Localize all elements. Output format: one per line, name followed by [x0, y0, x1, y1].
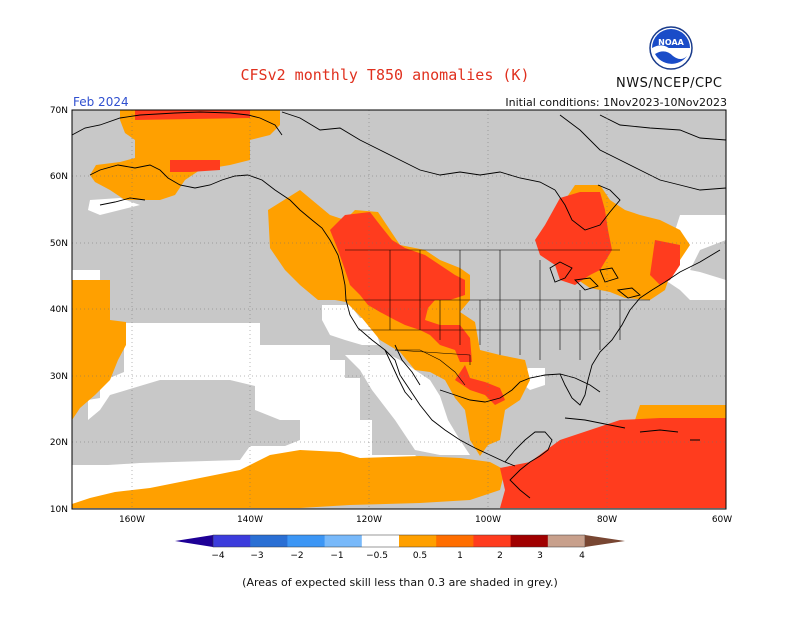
- lat-label: 30N: [50, 372, 68, 382]
- anomaly-map: 70N 60N 50N 40N 30N 20N 10N 160W 140W 12…: [50, 106, 732, 525]
- longitude-labels: 160W 140W 120W 100W 80W 60W: [119, 515, 732, 525]
- colorbar-cell: [213, 535, 251, 547]
- white-region-alaska: [88, 198, 140, 215]
- colorbar-cell: [361, 535, 400, 547]
- colorbar-left-arrow: [175, 535, 213, 547]
- lat-label: 20N: [50, 438, 68, 448]
- lon-label: 60W: [712, 515, 732, 525]
- colorbar-cell: [436, 535, 474, 547]
- noaa-logo: NOAA: [649, 26, 693, 70]
- valid-month: Feb 2024: [73, 95, 129, 109]
- colorbar-cell: [547, 535, 586, 547]
- red-region-great-lakes: [535, 192, 612, 285]
- colorbar-label: −3: [250, 551, 263, 561]
- colorbar-cells: [212, 534, 586, 548]
- red-region-west-us: [330, 212, 472, 362]
- lat-label: 50N: [50, 239, 68, 249]
- orange-region-alaska: [90, 110, 280, 200]
- coast-florida: [559, 249, 721, 406]
- map-frame: [71, 109, 727, 510]
- colorbar-label: −4: [211, 551, 225, 561]
- lon-label: 100W: [475, 515, 501, 525]
- white-region-pacific-west: [72, 270, 100, 280]
- coast-great-lakes: [549, 261, 641, 299]
- red-region-northeast: [650, 240, 680, 285]
- orange-region-east-pacific: [72, 280, 126, 420]
- colorbar-cell: [399, 535, 437, 547]
- initial-conditions: Initial conditions: 1Nov2023-10Nov2023: [505, 96, 727, 109]
- graticule: [72, 110, 726, 509]
- lat-label: 60N: [50, 172, 68, 182]
- colorbar-label: −2: [290, 551, 303, 561]
- orange-region-tropical-pacific: [72, 450, 505, 508]
- colorbar-label: 0.5: [413, 551, 427, 561]
- lon-label: 140W: [237, 515, 263, 525]
- colorbar-cell: [510, 535, 549, 547]
- colorbar-label: 2: [497, 551, 503, 561]
- lat-label: 40N: [50, 305, 68, 315]
- org-label: NWS/NCEP/CPC: [616, 76, 723, 91]
- red-region-caribbean: [500, 418, 726, 508]
- colorbar-label: 1: [457, 551, 463, 561]
- colorbar-label: −0.5: [366, 551, 388, 561]
- coast-yucatan: [504, 431, 553, 499]
- coast-alaska: [72, 111, 283, 206]
- latitude-labels: 70N 60N 50N 40N 30N 20N 10N: [50, 106, 68, 515]
- lat-label: 70N: [50, 106, 68, 116]
- red-region-alaska-south: [170, 160, 220, 172]
- lat-label: 10N: [50, 505, 68, 515]
- lon-label: 120W: [356, 515, 382, 525]
- coast-canada-arctic: [281, 111, 726, 191]
- colorbar-right-arrow: [585, 535, 625, 547]
- coast-west-north-america: [247, 174, 516, 467]
- lon-label: 80W: [597, 515, 617, 525]
- colorbar-cell: [250, 535, 288, 547]
- coast-hudson-bay: [554, 184, 621, 231]
- logo-text: NOAA: [658, 38, 684, 47]
- red-region-texas: [455, 365, 505, 405]
- colorbar-label: 4: [579, 551, 585, 561]
- colorbar-cell: [287, 535, 325, 547]
- map-field: [72, 110, 726, 509]
- colorbar-cell: [473, 535, 511, 547]
- chart-title: CFSv2 monthly T850 anomalies (K): [240, 66, 530, 84]
- coast-cuba-hispaniola: [564, 417, 700, 441]
- colorbar-labels: −4 −3 −2 −1 −0.5 0.5 1 2 3 4: [211, 551, 585, 561]
- coastlines: [72, 111, 726, 499]
- white-region-mexico: [345, 355, 470, 455]
- lon-label: 160W: [119, 515, 145, 525]
- colorbar-cell: [324, 535, 363, 547]
- footnote: (Areas of expected skill less than 0.3 a…: [242, 576, 558, 589]
- coast-baja: [384, 344, 421, 401]
- coast-gulf: [439, 373, 601, 403]
- colorbar-label: −1: [330, 551, 343, 561]
- orange-region-west-coast: [268, 190, 530, 456]
- colorbar: −4 −3 −2 −1 −0.5 0.5 1 2 3 4: [175, 534, 625, 561]
- colorbar-label: 3: [537, 551, 543, 561]
